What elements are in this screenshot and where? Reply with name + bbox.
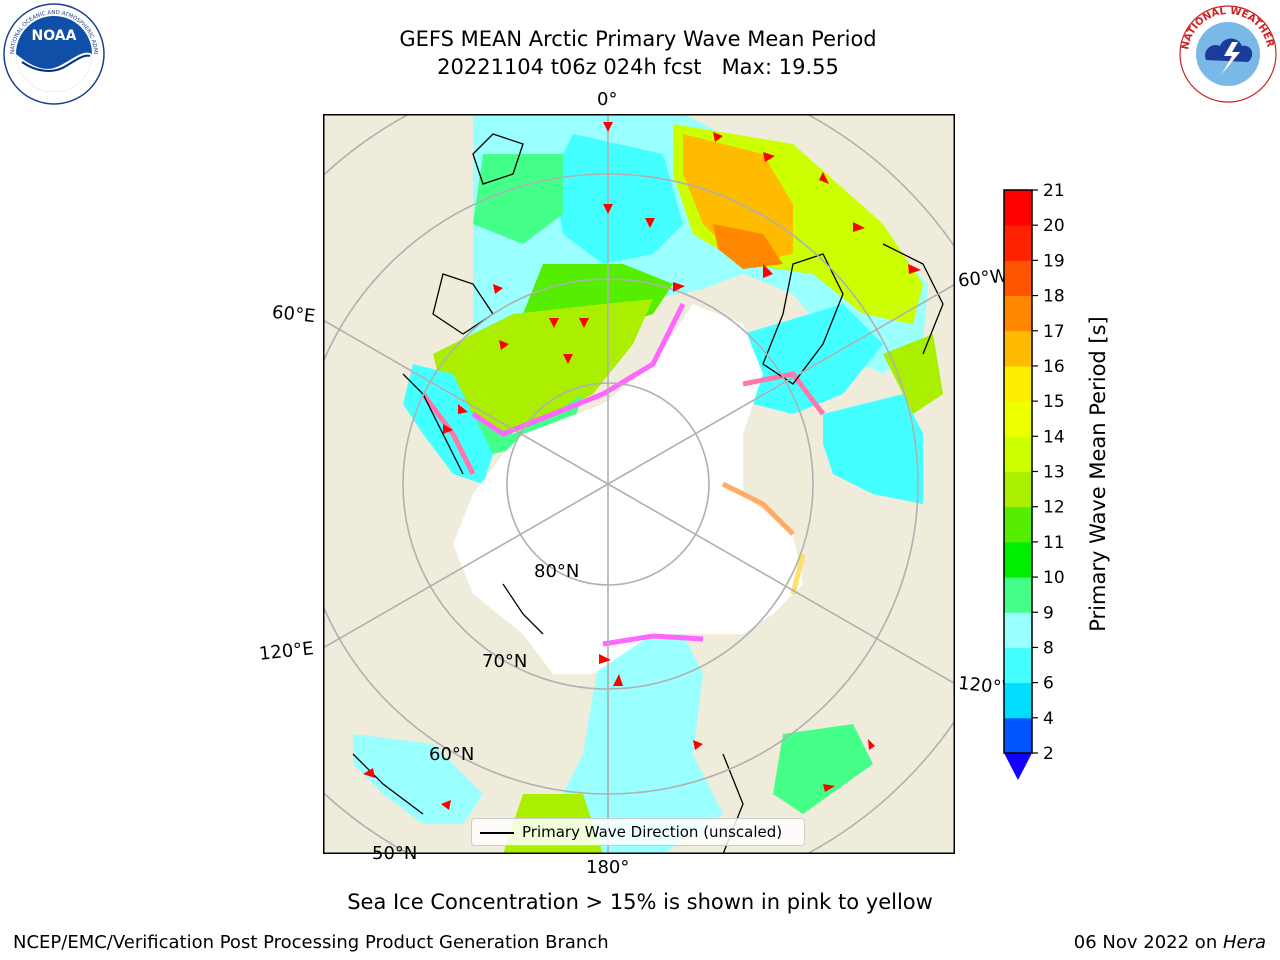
colorbar-tick-label: 10 [1043,568,1065,588]
footer-machine: Hera [1222,932,1266,953]
colorbar-bin [1004,190,1032,226]
coastlines [352,133,944,854]
colorbar-tick-label: 17 [1043,322,1065,342]
footer-branch: NCEP/EMC/Verification Post Processing Pr… [13,932,609,953]
svg-text:NOAA: NOAA [32,28,77,44]
colorbar-bin [1004,401,1032,437]
lat-label-50n: 50°N [372,843,418,864]
map-frame [323,114,955,854]
lon-label-120e: 120°E [258,638,315,665]
colorbar-tick-label: 11 [1043,533,1065,553]
colorbar-tick-label: 8 [1043,638,1054,658]
colorbar-bin [1004,717,1032,754]
map-legend: Primary Wave Direction (unscaled) [471,818,805,846]
colorbar-bin [1004,682,1032,719]
lat-label-70n: 70°N [482,651,528,672]
arctic-wave-map [323,114,955,854]
lon-label-60e: 60°E [271,301,317,328]
colorbar-bin [1004,365,1032,402]
legend-label: Primary Wave Direction (unscaled) [522,823,783,841]
colorbar-tick-label: 4 [1043,709,1054,729]
footer-date: 06 Nov 2022 on Hera [1074,932,1266,953]
colorbar-tick-label: 13 [1043,463,1065,483]
ice-edge [421,302,825,647]
colorbar-under-arrow [1004,753,1032,780]
colorbar: 2 4 6 8 9 10 11 12 13 14 15 16 17 18 19 20 21 [995,180,1115,790]
colorbar-bin [1004,295,1032,332]
legend-line-icon [480,832,514,834]
footer-date-text: 06 Nov 2022 on [1073,932,1223,953]
map-title: GEFS MEAN Arctic Primary Wave Mean Perio… [399,27,877,51]
colorbar-tick-label: 15 [1043,392,1065,412]
nws-logo: NATIONAL WEATHER SERVICE [1172,0,1280,106]
colorbar-label: Primary Wave Mean Period [s] [1086,316,1110,632]
colorbar-bin [1004,260,1032,297]
colorbar-bin [1004,612,1032,648]
colorbar-bin [1004,647,1032,684]
colorbar-tick-label: 21 [1043,181,1065,201]
colorbar-tick-label: 19 [1043,251,1065,271]
colorbar-tick-label: 14 [1043,427,1065,447]
lon-label-180: 180° [586,857,630,878]
map-subtitle: 20221104 t06z 024h fcst Max: 19.55 [437,55,839,79]
colorbar-bin [1004,541,1032,578]
sea-ice-area [453,304,803,674]
colorbar-tick-label: 12 [1043,498,1065,518]
colorbar-tick-label: 18 [1043,287,1065,307]
colorbar-bin [1004,225,1032,261]
ice-note: Sea Ice Concentration > 15% is shown in … [347,890,933,914]
lat-label-80n: 80°N [534,561,580,582]
colorbar-tick-label: 20 [1043,216,1065,236]
colorbar-tick-label: 6 [1043,674,1054,694]
colorbar-bin [1004,436,1032,472]
colorbar-bin [1004,506,1032,543]
colorbar-bin [1004,471,1032,508]
wave-direction-arrows [363,122,921,810]
colorbar-bin [1004,577,1032,613]
colorbar-tick-label: 2 [1043,744,1054,764]
colorbar-tick-label: 9 [1043,603,1054,623]
lon-label-0: 0° [597,89,618,110]
lat-label-60n: 60°N [429,744,475,765]
colorbar-bin [1004,330,1032,367]
graticule [323,114,955,854]
colorbar-tick-label: 16 [1043,357,1065,377]
noaa-logo: NOAA NATIONAL OCEANIC AND ATMOSPHERIC AD… [0,0,106,106]
